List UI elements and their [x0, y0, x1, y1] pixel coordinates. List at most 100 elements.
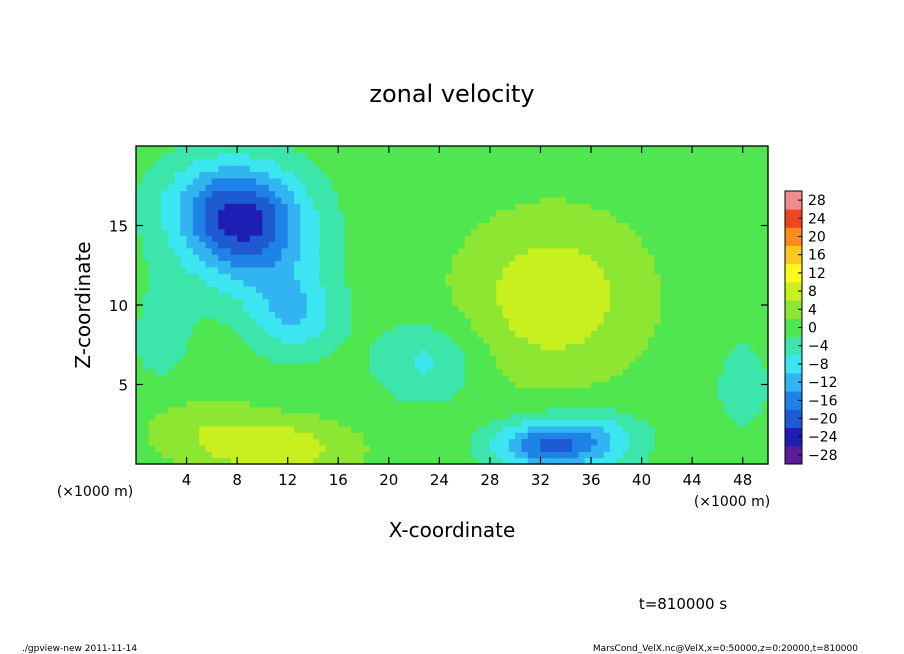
- heatmap-cell: [439, 343, 447, 351]
- heatmap-cell: [395, 343, 403, 351]
- heatmap-cell: [218, 260, 226, 268]
- heatmap-cell: [603, 222, 611, 230]
- heatmap-cell: [679, 400, 687, 408]
- heatmap-cell: [294, 457, 301, 465]
- heatmap-cell: [704, 203, 712, 211]
- heatmap-cell: [723, 387, 731, 395]
- heatmap-cell: [376, 298, 384, 306]
- heatmap-cell: [395, 266, 403, 274]
- heatmap-cell: [167, 203, 175, 211]
- heatmap-cell: [173, 285, 181, 293]
- heatmap-cell: [452, 196, 459, 204]
- heatmap-cell: [331, 196, 339, 204]
- heatmap-cell: [508, 203, 516, 211]
- heatmap-cell: [730, 215, 737, 223]
- heatmap-cell: [723, 343, 731, 351]
- heatmap-cell: [331, 394, 339, 401]
- heatmap-cell: [679, 451, 687, 459]
- heatmap-cell: [540, 311, 548, 319]
- heatmap-cell: [635, 196, 643, 204]
- heatmap-cell: [717, 177, 725, 185]
- heatmap-cell: [610, 311, 617, 319]
- heatmap-cell: [673, 451, 681, 459]
- heatmap-cell: [205, 146, 213, 153]
- heatmap-cell: [698, 362, 706, 370]
- heatmap-cell: [477, 165, 485, 173]
- heatmap-cell: [382, 324, 390, 332]
- heatmap-cell: [502, 235, 510, 242]
- heatmap-cell: [382, 387, 390, 395]
- heatmap-cell: [167, 425, 175, 433]
- heatmap-cell: [578, 146, 586, 153]
- heatmap-cell: [294, 235, 301, 242]
- heatmap-cell: [319, 190, 327, 198]
- heatmap-cell: [584, 292, 592, 300]
- heatmap-cell: [736, 305, 744, 312]
- heatmap-cell: [376, 158, 384, 166]
- heatmap-cell: [572, 152, 579, 160]
- heatmap-cell: [312, 177, 320, 185]
- heatmap-cell: [534, 177, 542, 185]
- heatmap-cell: [154, 292, 162, 300]
- heatmap-cell: [439, 260, 447, 268]
- heatmap-cell: [610, 457, 617, 465]
- heatmap-cell: [742, 196, 750, 204]
- heatmap-cell: [698, 241, 706, 249]
- heatmap-cell: [603, 374, 611, 382]
- heatmap-cell: [730, 343, 737, 351]
- heatmap-cell: [319, 222, 327, 230]
- heatmap-cell: [287, 368, 295, 376]
- heatmap-cell: [698, 311, 706, 319]
- heatmap-cell: [357, 330, 365, 338]
- heatmap-cell: [553, 362, 561, 370]
- heatmap-cell: [742, 387, 750, 395]
- heatmap-cell: [243, 279, 251, 287]
- heatmap-cell: [350, 374, 358, 382]
- heatmap-cell: [483, 444, 491, 452]
- heatmap-cell: [679, 406, 687, 414]
- heatmap-cell: [477, 298, 485, 306]
- heatmap-cell: [300, 305, 308, 312]
- heatmap-cell: [654, 387, 662, 395]
- heatmap-cell: [559, 374, 567, 382]
- heatmap-cell: [180, 285, 188, 293]
- heatmap-cell: [294, 425, 301, 433]
- heatmap-cell: [319, 324, 327, 332]
- heatmap-cell: [281, 419, 289, 427]
- heatmap-cell: [603, 457, 611, 465]
- heatmap-cell: [749, 298, 756, 306]
- heatmap-cell: [635, 432, 643, 440]
- heatmap-cell: [294, 362, 301, 370]
- heatmap-cell: [262, 209, 270, 217]
- heatmap-cell: [154, 209, 162, 217]
- heatmap-cell: [458, 368, 466, 376]
- heatmap-cell: [136, 177, 143, 185]
- heatmap-cell: [376, 254, 384, 262]
- heatmap-cell: [508, 349, 516, 357]
- heatmap-cell: [458, 406, 466, 414]
- heatmap-cell: [527, 425, 535, 433]
- heatmap-cell: [395, 222, 403, 230]
- heatmap-cell: [154, 285, 162, 293]
- heatmap-cell: [521, 171, 529, 179]
- heatmap-cell: [452, 330, 459, 338]
- heatmap-cell: [439, 457, 447, 465]
- heatmap-cell: [565, 222, 573, 230]
- heatmap-cell: [167, 387, 175, 395]
- heatmap-cell: [237, 387, 245, 395]
- heatmap-cell: [572, 203, 579, 211]
- heatmap-cell: [281, 324, 289, 332]
- heatmap-cell: [173, 438, 181, 446]
- heatmap-cell: [584, 355, 592, 363]
- heatmap-cell: [591, 387, 598, 395]
- heatmap-cell: [136, 203, 143, 211]
- heatmap-cell: [534, 444, 542, 452]
- heatmap-cell: [502, 241, 510, 249]
- heatmap-cell: [249, 336, 257, 344]
- heatmap-cell: [395, 228, 403, 236]
- heatmap-cell: [211, 444, 219, 452]
- heatmap-cell: [161, 305, 169, 312]
- heatmap-cell: [622, 343, 630, 351]
- heatmap-cell: [679, 419, 687, 427]
- heatmap-cell: [350, 311, 358, 319]
